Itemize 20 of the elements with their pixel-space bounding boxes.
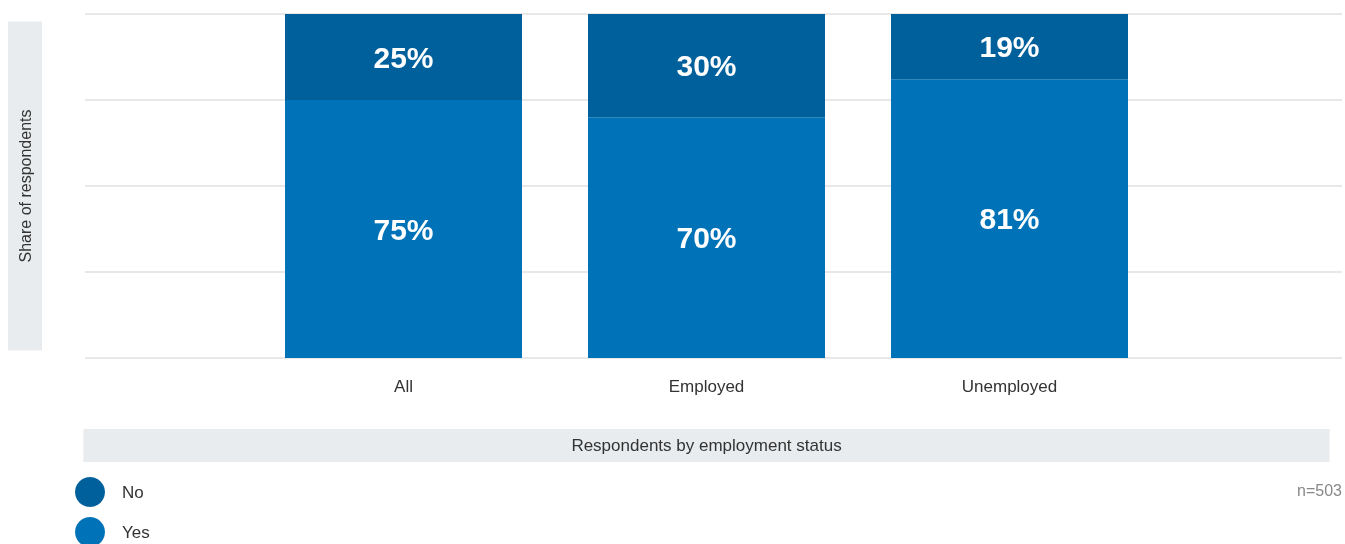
x-tick-label: Employed: [668, 377, 745, 396]
legend-label: Yes: [122, 522, 150, 542]
bar: [285, 100, 522, 358]
text: n=503: [1297, 481, 1343, 499]
x-tick-label: All: [394, 377, 413, 396]
data-label: 25%: [373, 40, 434, 74]
bar: [891, 79, 1128, 358]
bar: [588, 14, 825, 118]
data-label: 75%: [373, 212, 434, 246]
y-axis-title: Share of respondents: [16, 109, 34, 263]
bar: [285, 14, 522, 100]
x-tick-label: Unemployed: [961, 377, 1058, 396]
data-label: 19%: [979, 30, 1040, 64]
data-label: 30%: [676, 49, 737, 83]
data-label: 81%: [979, 202, 1040, 236]
data-label: 70%: [676, 221, 737, 255]
bar: [891, 14, 1128, 80]
bar: [588, 117, 825, 358]
x-axis-title: Respondents by employment status: [571, 436, 842, 455]
legend-label: No: [122, 482, 144, 502]
